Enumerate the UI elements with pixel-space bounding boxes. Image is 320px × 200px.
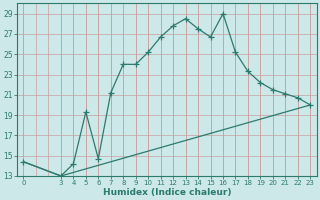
X-axis label: Humidex (Indice chaleur): Humidex (Indice chaleur) <box>103 188 231 197</box>
